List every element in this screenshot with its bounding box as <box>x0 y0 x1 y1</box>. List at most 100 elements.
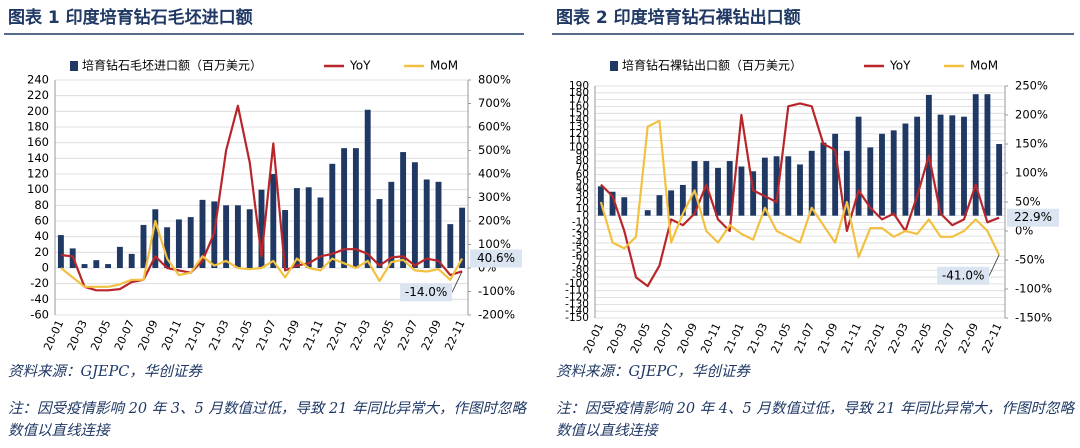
bar <box>246 209 253 268</box>
bar <box>656 195 663 216</box>
y2-tick-label: 50% <box>1015 195 1041 209</box>
y-tick-label: 140 <box>27 151 49 165</box>
bar <box>972 94 979 216</box>
y2-tick-label: 200% <box>478 214 511 228</box>
y2-tick-label: 800% <box>478 73 511 87</box>
y2-tick-label: 100% <box>1015 166 1048 180</box>
y-tick-label: 200 <box>27 104 49 118</box>
y-tick-label: 90 <box>576 148 589 160</box>
legend-label: YoY <box>349 59 371 73</box>
legend-swatch <box>70 61 78 71</box>
x-tick-label: 21-01 <box>183 318 208 352</box>
bar <box>773 156 780 216</box>
y2-tick-label: 400% <box>478 167 511 181</box>
legend-label: 培育钻石裸钻出口额（百万美元） <box>622 58 802 73</box>
y-tick-label: -80 <box>572 264 589 276</box>
y-tick-label: 100 <box>569 141 589 153</box>
y-tick-label: 120 <box>569 128 589 140</box>
leader <box>988 254 1000 276</box>
y-tick-label: 80 <box>576 155 589 167</box>
x-tick-label: 21-03 <box>745 321 770 355</box>
x-tick-label: 22-05 <box>909 321 934 355</box>
y2-tick-label: 300% <box>478 190 511 204</box>
y-tick-label: 190 <box>569 80 589 92</box>
line <box>600 102 1000 288</box>
bar <box>820 142 827 216</box>
bar <box>341 148 348 268</box>
x-tick-label: 21-01 <box>722 321 747 355</box>
y2-tick-label: 0% <box>1015 224 1033 238</box>
y-tick-label: 120 <box>27 167 49 181</box>
bar <box>668 190 675 216</box>
bar <box>270 174 277 268</box>
y-tick-label: -120 <box>565 292 589 304</box>
bar <box>352 148 359 268</box>
bar <box>411 162 418 268</box>
x-tick-label: 20-03 <box>65 318 90 352</box>
y-tick-label: -150 <box>565 312 589 324</box>
y-tick-label: 60 <box>576 169 589 181</box>
y-tick-label: 110 <box>569 135 589 147</box>
x-tick-label: 21-05 <box>768 321 793 355</box>
y2-tick-label: 600% <box>478 120 511 134</box>
x-tick-label: 21-09 <box>277 318 302 352</box>
y-tick-label: 0 <box>42 261 49 275</box>
x-tick-label: 20-05 <box>88 318 113 352</box>
y-tick-label: 0 <box>582 210 589 222</box>
x-tick-label: 20-07 <box>112 318 137 352</box>
y-tick-label: 40 <box>34 229 49 243</box>
bar <box>832 133 839 216</box>
y-tick-label: -60 <box>572 251 589 263</box>
legend-label: MoM <box>430 59 458 73</box>
bar <box>902 123 909 216</box>
bar <box>808 150 815 216</box>
bar <box>105 264 112 268</box>
label-box <box>1007 208 1059 227</box>
bar <box>691 161 698 216</box>
y-tick-label: -20 <box>572 223 589 235</box>
y-tick-label: 240 <box>27 73 49 87</box>
y2-tick-label: -50% <box>1015 253 1045 267</box>
x-tick-label: 20-09 <box>675 321 700 355</box>
y2-tick-label: 500% <box>478 143 511 157</box>
bar <box>140 224 147 268</box>
y-tick-label: -30 <box>572 230 589 242</box>
bar <box>435 181 442 268</box>
bar <box>388 181 395 268</box>
bar <box>57 235 64 268</box>
source: 资料来源：GJEPC，华创证券 <box>8 364 202 380</box>
x-tick-label: 22-09 <box>956 321 981 355</box>
bar <box>703 161 710 216</box>
bar <box>187 217 194 268</box>
y-tick-label: 160 <box>27 135 49 149</box>
y-tick-label: -40 <box>30 292 49 306</box>
y-tick-label: -60 <box>30 308 49 322</box>
y-tick-label: 160 <box>569 100 589 112</box>
legend-label: YoY <box>889 59 911 73</box>
bar <box>376 199 383 268</box>
x-tick-label: 21-07 <box>792 321 817 355</box>
x-tick-label: 22-03 <box>886 321 911 355</box>
x-tick-label: 22-03 <box>348 318 373 352</box>
y2-tick-label: 250% <box>1015 79 1048 93</box>
bar <box>317 197 324 268</box>
bar <box>175 219 182 268</box>
x-tick-label: 22-01 <box>324 318 349 352</box>
bar <box>400 152 407 268</box>
x-tick-label: 22-05 <box>371 318 396 352</box>
bar <box>855 116 862 216</box>
bar <box>797 164 803 216</box>
x-tick-label: 22-11 <box>442 318 467 352</box>
legend-swatch <box>610 61 618 71</box>
bar <box>679 184 686 216</box>
x-tick-label: 21-03 <box>206 318 231 352</box>
x-tick-label: 20-11 <box>159 318 184 352</box>
y2-tick-label: 150% <box>1015 137 1048 151</box>
bar <box>761 157 768 216</box>
y-tick-label: 30 <box>576 189 589 201</box>
bar <box>128 253 135 268</box>
x-tick-label: 22-01 <box>862 321 887 355</box>
y-tick-label: -40 <box>572 237 589 249</box>
y2-tick-label: -200% <box>478 308 515 322</box>
x-tick-label: 21-05 <box>230 318 255 352</box>
